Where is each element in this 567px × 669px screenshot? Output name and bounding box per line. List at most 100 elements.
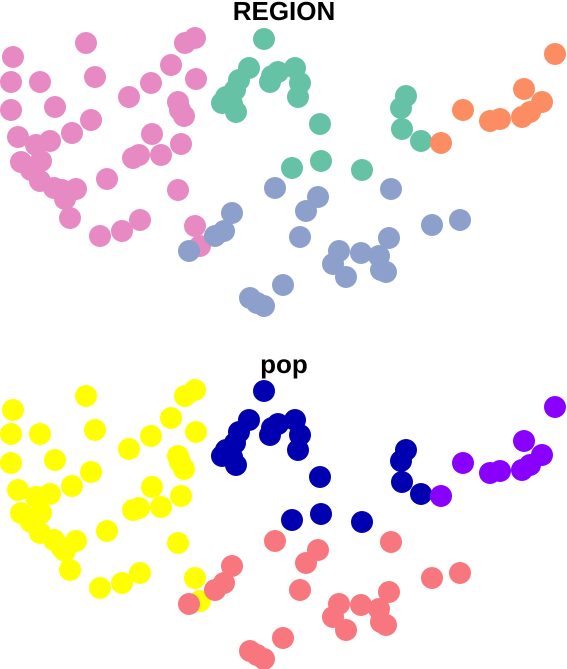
point-0-0-10 xyxy=(61,122,83,144)
point-0-1-16 xyxy=(310,150,332,172)
point-0-1-17 xyxy=(351,159,373,181)
point-1-0-8 xyxy=(7,479,29,501)
point-0-3-14 xyxy=(335,266,357,288)
point-0-0-19 xyxy=(96,168,118,190)
point-1-3-12 xyxy=(350,594,372,616)
point-1-0-22 xyxy=(89,577,111,599)
point-0-0-24 xyxy=(129,209,151,231)
point-1-0-6 xyxy=(0,452,22,474)
point-0-3-7 xyxy=(289,226,311,248)
pop-points xyxy=(0,379,566,669)
point-1-3-9 xyxy=(421,567,443,589)
point-1-3-6 xyxy=(307,539,329,561)
point-1-0-21 xyxy=(59,559,81,581)
point-0-0-2 xyxy=(29,71,51,93)
point-0-0-7 xyxy=(80,109,102,131)
point-1-3-21 xyxy=(253,648,275,669)
point-1-0-5 xyxy=(44,449,66,471)
point-0-2-4 xyxy=(511,106,533,128)
point-0-0-30 xyxy=(185,68,207,90)
point-1-3-8 xyxy=(380,531,402,553)
point-0-1-15 xyxy=(281,157,303,179)
point-1-3-14 xyxy=(335,619,357,641)
point-1-1-0 xyxy=(253,380,275,402)
point-1-1-10 xyxy=(259,424,281,446)
point-0-0-37 xyxy=(150,144,172,166)
point-1-0-7 xyxy=(80,461,102,483)
point-1-0-38 xyxy=(170,485,192,507)
point-0-3-9 xyxy=(421,214,443,236)
point-1-3-10 xyxy=(449,562,471,584)
point-1-0-26 xyxy=(140,425,162,447)
point-1-0-40 xyxy=(184,567,206,589)
point-1-0-2 xyxy=(29,423,51,445)
point-1-0-24 xyxy=(129,562,151,584)
point-1-0-36 xyxy=(122,499,144,521)
point-1-0-10 xyxy=(61,475,83,497)
point-1-3-7 xyxy=(289,579,311,601)
point-0-0-29 xyxy=(184,27,206,49)
point-1-0-29 xyxy=(184,379,206,401)
region-points xyxy=(0,27,566,317)
point-0-0-22 xyxy=(89,225,111,247)
point-0-1-14 xyxy=(309,113,331,135)
point-0-3-18 xyxy=(375,261,397,283)
point-0-0-20 xyxy=(54,188,76,210)
point-1-0-4 xyxy=(84,419,106,441)
point-1-3-2 xyxy=(204,579,226,601)
point-0-3-15 xyxy=(378,227,400,249)
point-1-3-15 xyxy=(378,581,400,603)
point-0-0-1 xyxy=(0,71,22,93)
point-1-2-4 xyxy=(511,459,533,481)
point-1-0-27 xyxy=(160,407,182,429)
point-1-0-0 xyxy=(2,399,24,421)
point-0-0-36 xyxy=(122,147,144,169)
point-0-2-0 xyxy=(544,43,566,65)
pop-title: pop xyxy=(260,349,308,379)
point-0-2-1 xyxy=(513,78,535,100)
pop-panel: pop xyxy=(0,349,566,669)
point-0-0-23 xyxy=(111,220,133,242)
point-0-0-27 xyxy=(160,54,182,76)
point-1-0-23 xyxy=(111,572,133,594)
point-0-2-7 xyxy=(452,99,474,121)
point-1-2-0 xyxy=(544,396,566,418)
point-1-1-17 xyxy=(351,511,373,533)
point-1-3-4 xyxy=(264,530,286,552)
point-0-0-5 xyxy=(44,96,66,118)
point-0-3-6 xyxy=(307,186,329,208)
point-0-0-21 xyxy=(59,207,81,229)
point-0-0-0 xyxy=(2,46,24,68)
point-0-3-21 xyxy=(253,295,275,317)
point-1-2-6 xyxy=(479,462,501,484)
point-1-0-30 xyxy=(185,421,207,443)
point-1-1-7 xyxy=(225,454,247,476)
point-1-3-18 xyxy=(375,614,397,636)
point-1-1-14 xyxy=(309,466,331,488)
point-0-1-19 xyxy=(390,97,412,119)
point-0-1-0 xyxy=(253,28,275,50)
region-panel: REGION xyxy=(0,0,566,317)
point-0-0-4 xyxy=(84,66,106,88)
point-0-3-0 xyxy=(221,202,243,224)
point-0-3-10 xyxy=(449,209,471,231)
point-0-1-13 xyxy=(287,86,309,108)
point-1-0-33 xyxy=(173,458,195,480)
point-0-0-26 xyxy=(140,72,162,94)
point-0-1-21 xyxy=(410,130,432,152)
point-1-0-1 xyxy=(0,423,22,445)
point-1-1-15 xyxy=(281,509,303,531)
point-1-0-34 xyxy=(141,476,163,498)
point-0-3-8 xyxy=(380,178,402,200)
point-0-0-34 xyxy=(141,123,163,145)
point-1-2-8 xyxy=(430,485,452,507)
point-1-0-25 xyxy=(118,438,140,460)
point-1-1-20 xyxy=(391,471,413,493)
point-1-3-0 xyxy=(221,555,243,577)
point-1-1-16 xyxy=(310,503,332,525)
point-0-0-40 xyxy=(184,215,206,237)
point-1-0-39 xyxy=(167,532,189,554)
point-0-3-3 xyxy=(178,240,200,262)
point-1-0-37 xyxy=(150,496,172,518)
point-0-0-6 xyxy=(0,99,22,121)
